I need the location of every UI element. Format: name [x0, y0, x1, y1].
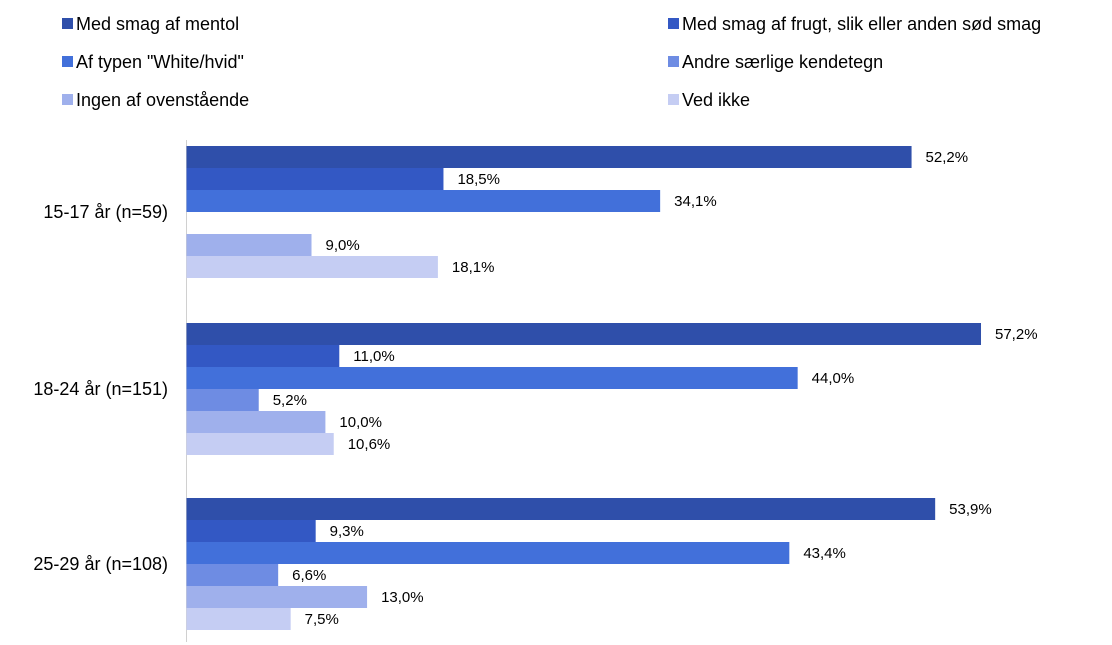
legend-swatch	[668, 18, 679, 29]
bar	[186, 190, 661, 212]
bar	[186, 168, 444, 190]
bar	[186, 608, 291, 630]
data-label: 5,2%	[273, 392, 307, 409]
legend: Med smag af mentol Med smag af frugt, sli…	[62, 14, 1041, 110]
data-label: 11,0%	[353, 348, 394, 365]
data-label: 44,0%	[812, 370, 855, 387]
bar	[186, 586, 368, 608]
data-label: 18,1%	[452, 259, 495, 276]
data-label: 10,0%	[339, 414, 382, 431]
legend-label: Med smag af mentol	[76, 14, 239, 34]
data-label: 34,1%	[674, 193, 717, 210]
data-label: 18,5%	[457, 171, 500, 188]
data-label: 13,0%	[381, 589, 424, 606]
data-label: 10,6%	[348, 436, 391, 453]
category-label: 25-29 år (n=108)	[33, 554, 168, 574]
bar	[186, 323, 982, 345]
bar	[186, 542, 790, 564]
data-label: 9,0%	[326, 237, 360, 254]
bar	[186, 564, 279, 586]
data-label: 7,5%	[305, 611, 339, 628]
data-label: 57,2%	[995, 326, 1038, 343]
category-label: 18-24 år (n=151)	[33, 379, 168, 399]
bar	[186, 256, 438, 278]
category-label: 15-17 år (n=59)	[43, 202, 168, 222]
data-label: 43,4%	[803, 545, 846, 562]
bar	[186, 498, 936, 520]
data-label: 52,2%	[926, 149, 969, 166]
bar	[186, 345, 340, 367]
bar	[186, 520, 316, 542]
legend-swatch	[668, 56, 679, 67]
legend-label: Ingen af ovenstående	[76, 90, 249, 110]
bar	[186, 411, 326, 433]
category-labels: 15-17 år (n=59) 18-24 år (n=151) 25-29 år …	[33, 202, 168, 574]
legend-label: Med smag af frugt, slik eller anden sød …	[682, 14, 1041, 34]
bar	[186, 146, 912, 168]
data-label: 6,6%	[292, 567, 326, 584]
bar	[186, 389, 259, 411]
data-labels: 52,2% 18,5% 34,1% 9,0% 18,1% 57,2% 11,0% 44,0% 5…	[273, 149, 1038, 628]
bar	[186, 433, 334, 455]
bar	[186, 234, 312, 256]
bars	[186, 146, 982, 630]
legend-swatch	[668, 94, 679, 105]
legend-label: Ved ikke	[682, 90, 750, 110]
legend-swatch	[62, 18, 73, 29]
bar	[186, 367, 798, 389]
data-label: 9,3%	[330, 523, 364, 540]
data-label: 53,9%	[949, 501, 992, 518]
legend-swatch	[62, 56, 73, 67]
legend-label: Andre særlige kendetegn	[682, 52, 883, 72]
legend-label: Af typen "White/hvid"	[76, 52, 244, 72]
legend-swatch	[62, 94, 73, 105]
